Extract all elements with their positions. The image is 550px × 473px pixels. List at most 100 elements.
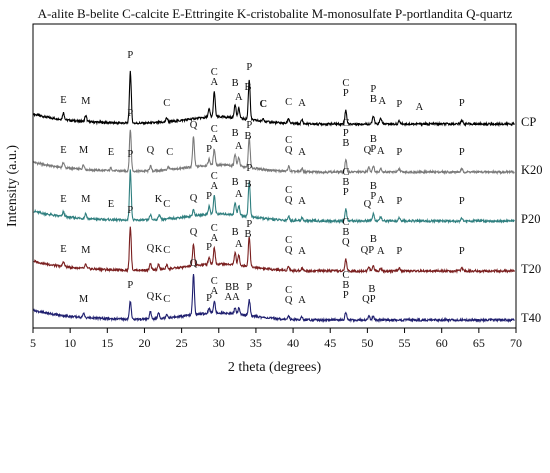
peak-label-p20-14: Q [285, 195, 293, 206]
peak-label-t20-19: C [342, 217, 349, 228]
peak-label-t40-13: C [285, 285, 292, 296]
peak-label-t20-6: Q [190, 227, 198, 238]
x-tick-label-60: 60 [436, 336, 448, 350]
peak-label-p20-3: P [127, 149, 133, 160]
peak-label-k20-0: E [60, 145, 66, 156]
peak-label-k20-25: P [459, 147, 465, 158]
peak-label-cp-7: A [235, 92, 243, 103]
peak-label-k20-7: P [206, 144, 212, 155]
peak-label-t20-23: P [396, 246, 402, 257]
peak-label-p20-17: P [343, 187, 349, 198]
peak-label-k20-5: C [166, 147, 173, 158]
series-line-t40 [34, 274, 515, 321]
peak-label-t40-2: Q [147, 291, 155, 302]
peak-label-t20-21: B [370, 234, 377, 245]
peak-label-k20-19: C [342, 118, 349, 129]
peak-label-t40-17: C [342, 270, 349, 281]
peak-label-cp-17: A [378, 96, 386, 107]
peak-label-t40-7: A [211, 286, 219, 297]
peak-label-t20-22: A [377, 246, 385, 257]
peak-label-k20-1: M [79, 145, 89, 156]
peak-label-k20-9: C [211, 124, 218, 135]
x-tick-label-10: 10 [64, 336, 76, 350]
peak-label-cp-14: C [342, 78, 349, 89]
y-axis-title: Intensity (a.u.) [5, 145, 20, 227]
x-tick-label-35: 35 [250, 336, 262, 350]
peak-label-t20-9: C [211, 223, 218, 234]
x-tick-label-25: 25 [176, 336, 188, 350]
x-tick-label-55: 55 [399, 336, 411, 350]
peak-label-p20-8: A [211, 181, 219, 192]
peak-label-p20-12: B [245, 179, 252, 190]
peak-label-t40-3: K [155, 292, 163, 303]
series-name-t40: T40 [521, 311, 541, 325]
peak-label-k20-16: A [298, 147, 306, 158]
peak-label-t40-8: C [211, 276, 218, 287]
peak-label-t40-9: AA [225, 292, 241, 303]
x-tick-label-45: 45 [324, 336, 336, 350]
series-line-p20 [34, 169, 515, 222]
series-name-cp: CP [521, 115, 536, 129]
peak-label-k20-24: P [396, 147, 402, 158]
peak-label-p20-0: E [60, 194, 66, 205]
peak-label-t40-12: Q [285, 295, 293, 306]
peak-label-p20-23: A [377, 195, 385, 206]
peak-label-p20-10: B [232, 177, 239, 188]
peak-label-cp-8: B [245, 82, 252, 93]
peak-label-k20-18: P [343, 128, 349, 139]
peak-label-cp-13: P [343, 88, 349, 99]
series-line-t20 [34, 227, 515, 272]
peak-label-p20-24: P [396, 196, 402, 207]
peak-label-t40-16: B [342, 280, 349, 291]
peak-label-cp-2: P [127, 50, 133, 61]
peak-label-cp-15: B [370, 94, 377, 105]
peak-label-t20-17: Q [342, 237, 350, 248]
peak-label-p20-7: P [206, 191, 212, 202]
peak-label-k20-8: A [211, 134, 219, 145]
series-line-k20 [34, 130, 515, 173]
peak-label-k20-15: C [285, 135, 292, 146]
peak-label-p20-2: E [108, 199, 114, 210]
x-tick-label-70: 70 [510, 336, 522, 350]
peak-label-p20-18: B [342, 177, 349, 188]
series-name-p20: P20 [521, 212, 540, 226]
peak-label-cp-0: E [60, 95, 66, 106]
peak-label-t20-13: P [246, 219, 252, 230]
peak-label-t20-15: C [285, 235, 292, 246]
peak-label-k20-6: Q [190, 120, 198, 131]
peak-label-p20-9: C [211, 171, 218, 182]
peak-label-k20-22: B [370, 134, 377, 145]
x-tick-label-5: 5 [30, 336, 36, 350]
plot-frame [33, 24, 516, 328]
peak-label-p20-6: Q [190, 193, 198, 204]
peak-label-cp-3: C [163, 98, 170, 109]
x-tick-label-20: 20 [138, 336, 150, 350]
peak-label-t20-16: A [298, 246, 306, 257]
peak-label-p20-22: B [370, 181, 377, 192]
peak-label-cp-10: C [260, 99, 268, 110]
peak-label-k20-4: Q [147, 145, 155, 156]
peak-label-t40-14: A [298, 295, 306, 306]
series-line-cp [34, 71, 515, 125]
peak-label-cp-12: A [298, 98, 306, 109]
peak-label-t20-1: M [81, 245, 91, 256]
peak-label-k20-14: Q [285, 145, 293, 156]
peak-label-t20-2: P [127, 205, 133, 216]
x-tick-label-65: 65 [473, 336, 485, 350]
peak-label-p20-5: C [163, 199, 170, 210]
peak-label-p20-1: M [81, 194, 91, 205]
peak-label-t20-3: Q [147, 243, 155, 254]
peak-label-p20-4: K [155, 194, 163, 205]
peak-label-t20-10: B [232, 227, 239, 238]
peak-label-t40-11: P [246, 282, 252, 293]
peak-label-p20-21: P [370, 191, 376, 202]
peak-label-p20-15: C [285, 185, 292, 196]
peak-label-p20-13: P [246, 163, 252, 174]
peak-label-cp-16: P [370, 84, 376, 95]
peak-label-t40-1: P [127, 280, 133, 291]
series-name-k20: K20 [521, 163, 543, 177]
peak-label-k20-21: P [370, 144, 376, 155]
peak-label-cp-18: P [396, 99, 402, 110]
peak-label-t20-20: QP [361, 245, 375, 256]
x-tick-label-40: 40 [287, 336, 299, 350]
